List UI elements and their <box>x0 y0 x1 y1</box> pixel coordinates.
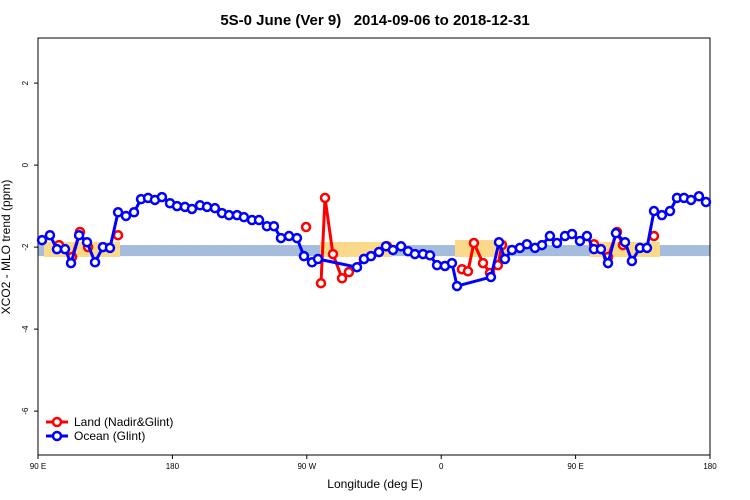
point <box>319 192 331 204</box>
point <box>619 236 631 248</box>
point <box>493 236 505 248</box>
point <box>44 229 56 241</box>
point <box>685 194 697 206</box>
point <box>336 273 348 284</box>
point <box>120 210 132 222</box>
point <box>551 237 563 249</box>
y-tick-label: -4 <box>21 325 30 333</box>
point <box>59 243 71 255</box>
point <box>544 230 556 242</box>
x-tick-label: 180 <box>166 462 180 471</box>
patch <box>455 240 507 257</box>
plot-frame <box>37 37 711 456</box>
point <box>700 196 712 208</box>
point <box>223 209 235 221</box>
point <box>312 253 324 265</box>
point <box>268 220 280 232</box>
point <box>104 242 116 254</box>
point <box>664 205 676 217</box>
point <box>602 257 614 269</box>
point <box>693 191 705 202</box>
point <box>89 257 101 268</box>
chart-title: 5S-0 June (Ver 9) 2014-09-06 to 2018-12-… <box>220 12 529 29</box>
point <box>291 232 303 244</box>
point <box>73 229 85 241</box>
point <box>499 253 511 265</box>
point <box>462 266 474 277</box>
y-axis-title: XCO2 - MLO trend (ppm) <box>0 180 13 315</box>
point <box>574 235 586 247</box>
point <box>275 232 287 244</box>
point <box>468 237 480 249</box>
point <box>395 241 407 252</box>
point <box>656 209 668 221</box>
point <box>238 211 250 223</box>
point <box>373 246 385 258</box>
y-tick-label: -2 <box>21 243 30 251</box>
point <box>298 250 310 262</box>
legend-label: Ocean (Glint) <box>74 429 145 443</box>
point <box>343 266 355 278</box>
point <box>446 257 458 269</box>
point <box>610 227 622 239</box>
point <box>648 205 660 217</box>
x-tick-label: 90 E <box>30 462 46 471</box>
point <box>485 271 497 283</box>
point <box>81 236 93 248</box>
legend-label: Land (Nadir&Glint) <box>74 415 173 429</box>
point <box>209 202 221 214</box>
point <box>156 191 168 203</box>
point <box>51 243 63 255</box>
x-tick-label: 0 <box>439 462 444 471</box>
point <box>409 248 421 260</box>
x-tick-label: 90 E <box>567 462 583 471</box>
point <box>477 257 489 269</box>
point <box>387 244 399 256</box>
point <box>365 250 377 262</box>
x-tick-label: 90 W <box>297 462 316 471</box>
point <box>451 280 463 292</box>
point <box>36 234 48 246</box>
point <box>327 248 339 260</box>
point <box>566 228 578 240</box>
point <box>186 203 198 215</box>
point <box>112 207 124 218</box>
x-axis-title: Longitude (deg E) <box>327 477 422 491</box>
y-tick-label: -6 <box>21 407 30 415</box>
point <box>424 250 436 261</box>
legend-marker <box>51 416 63 428</box>
point <box>351 261 363 273</box>
point <box>300 221 312 233</box>
point <box>536 239 548 251</box>
point <box>626 255 638 267</box>
x-tick-label: 180 <box>703 462 717 471</box>
y-tick-label: 2 <box>21 80 30 85</box>
point <box>581 230 593 242</box>
point <box>521 238 533 250</box>
point <box>128 207 140 218</box>
y-tick-label: 0 <box>21 162 30 167</box>
point <box>595 243 607 255</box>
series-line <box>41 194 707 288</box>
point <box>112 229 124 241</box>
legend-marker <box>51 430 63 442</box>
point <box>253 214 265 226</box>
point <box>641 242 653 254</box>
point <box>201 201 213 213</box>
point <box>315 277 327 289</box>
point <box>65 257 77 269</box>
